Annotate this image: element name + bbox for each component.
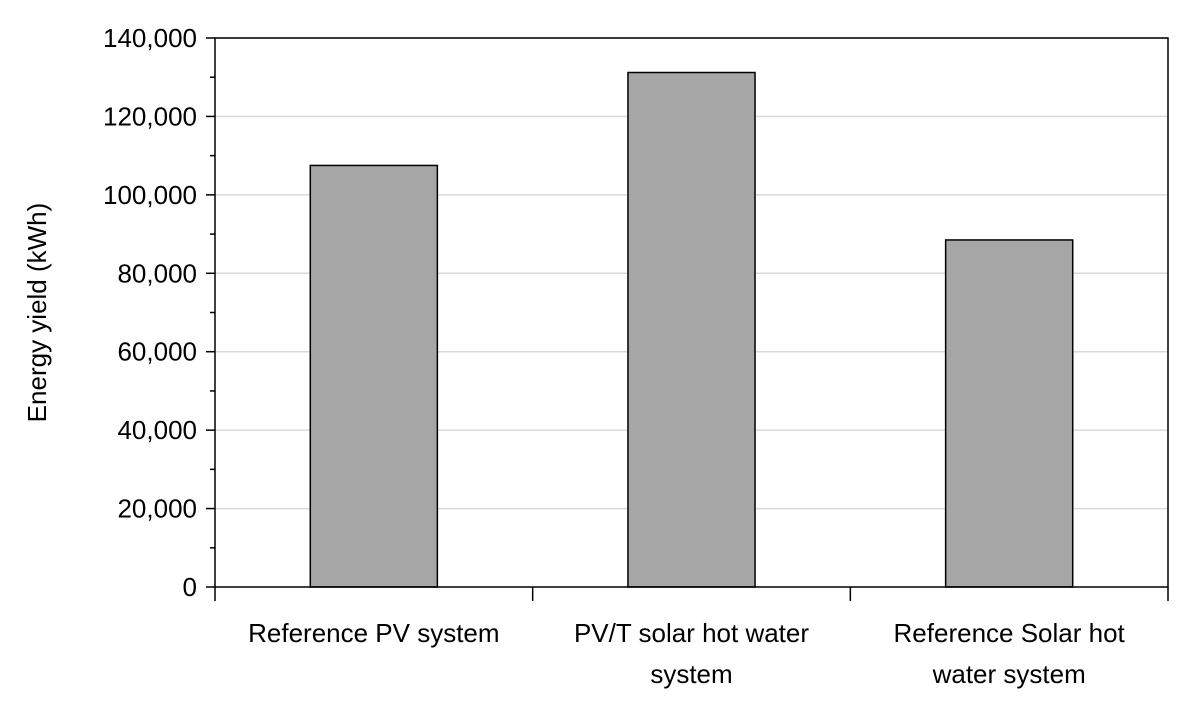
y-tick-label: 120,000 xyxy=(103,101,197,131)
y-tick-label: 140,000 xyxy=(103,23,197,53)
x-category-label: Reference Solar hot water system xyxy=(894,618,1126,689)
y-tick-label: 100,000 xyxy=(103,180,197,210)
y-tick-label: 0 xyxy=(183,572,197,602)
x-category-label-line: Reference PV system xyxy=(248,618,499,648)
x-category-label-line: Reference Solar hot xyxy=(894,618,1126,648)
x-category-label-line: water system xyxy=(932,659,1086,689)
bar xyxy=(309,164,439,588)
y-axis-title: Energy yield (kWh) xyxy=(22,203,52,423)
x-category-label: Reference PV system xyxy=(248,618,499,648)
y-tick-label: 60,000 xyxy=(117,337,197,367)
x-category-label-line: system xyxy=(650,659,732,689)
bars xyxy=(309,71,1074,588)
x-category-label: PV/T solar hot water system xyxy=(574,618,809,689)
y-axis: 0 20,000 40,000 60,000 80,000 100,000 120,000 1… xyxy=(103,23,215,602)
bar xyxy=(627,71,756,588)
x-axis: Reference PV system PV/T solar hot water s… xyxy=(214,587,1169,689)
x-category-label-line: PV/T solar hot water xyxy=(574,618,809,648)
y-tick-label: 40,000 xyxy=(117,415,197,445)
y-tick-label: 20,000 xyxy=(117,494,197,524)
y-tick-label: 80,000 xyxy=(117,258,197,288)
bar xyxy=(944,239,1074,588)
